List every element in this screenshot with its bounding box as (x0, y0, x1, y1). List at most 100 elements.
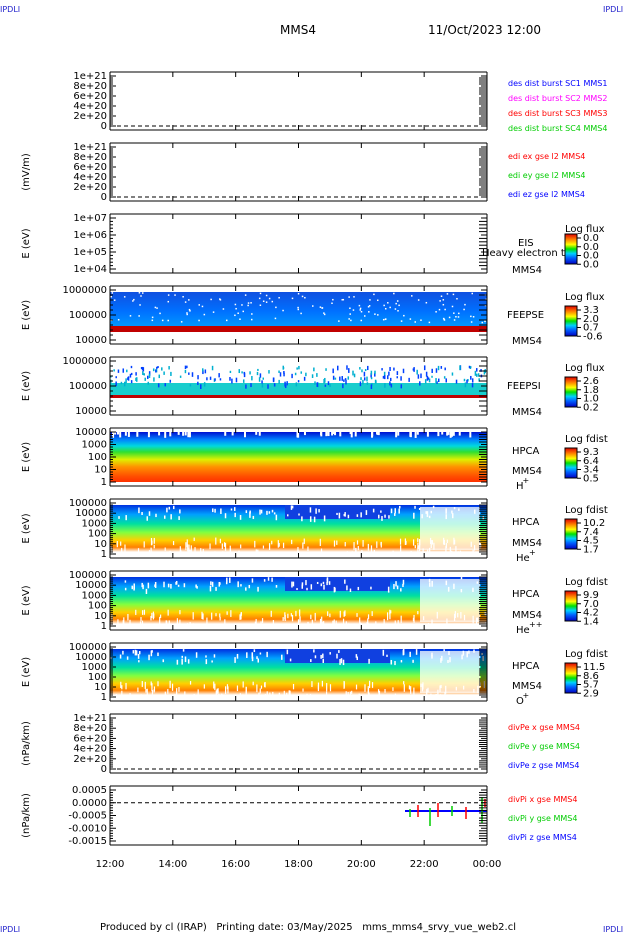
feepsi-speck (294, 372, 297, 376)
y-tick-label: 4e+20 (73, 101, 107, 112)
feepse-speck (349, 307, 351, 309)
feepsi-speck (329, 384, 331, 387)
hpca-he-speck (187, 544, 189, 552)
hpca-he-speck (185, 542, 187, 551)
y-tick-label: 8e+20 (73, 723, 107, 734)
hpca-h-gap (331, 432, 334, 436)
feepse-speck (453, 319, 456, 321)
feepsi-speck (337, 365, 339, 371)
colorbar (564, 447, 578, 479)
feepse-speck (244, 294, 247, 296)
instrument-label: FEEPSI (507, 381, 541, 392)
hpca-o-speck (169, 680, 171, 688)
feepsi-speck (396, 371, 399, 376)
hpca-o-speck (153, 689, 155, 693)
y-tick-label: 1e+21 (73, 713, 107, 724)
feepsi-speck (408, 377, 410, 382)
feepse-speck (250, 318, 253, 321)
feepsi-speck (471, 383, 474, 388)
hpca-he-speck (451, 513, 454, 519)
feepsi-speck (142, 367, 145, 372)
hpca-o-speck (189, 681, 192, 685)
feepsi-speck (113, 369, 115, 372)
species-charge: + (523, 691, 530, 700)
feepsi-speck (206, 377, 208, 381)
hpca-hepp-speck (270, 610, 272, 617)
hpca-o-speck (439, 685, 441, 693)
feepse-speck (440, 295, 443, 297)
y-tick-label: 0.0005 (72, 785, 107, 796)
hpca-o-speck (410, 686, 412, 694)
feepsi-speck (259, 373, 262, 378)
hpca-o-speck (321, 680, 323, 687)
feepse-speck (358, 304, 361, 307)
hpca-he-speck (214, 551, 216, 560)
hpca-hepp-speck (211, 581, 214, 587)
feepsi-speck (435, 378, 437, 383)
hpca-o-speck (462, 650, 465, 656)
hpca-he-speck (430, 553, 432, 559)
y-tick-label: 10000 (75, 335, 107, 346)
hpca-hepp-speck (175, 581, 177, 585)
hpca-he-speck (206, 553, 208, 560)
feepse-speck (485, 298, 488, 301)
spacecraft-label: MMS4 (512, 466, 542, 477)
colorbar (564, 233, 578, 265)
feepsi-speck (431, 368, 433, 373)
hpca-h-gap (395, 432, 398, 438)
y-tick-label: 10 (94, 539, 107, 550)
feepsi-speck (303, 376, 306, 381)
feepse-speck (138, 292, 141, 294)
hpca-hepp-speck (466, 626, 468, 630)
hpca-he-speck (432, 505, 435, 509)
hpca-he-speck (365, 510, 368, 515)
feepse-speck (239, 318, 241, 320)
hpca-hepp-speck (440, 624, 442, 629)
feepse-speck (140, 295, 142, 297)
hpca-he-speck (479, 539, 481, 546)
feepse-speck (364, 315, 366, 317)
hpca-o-speck (251, 657, 254, 662)
hpca-hepp-speck (328, 581, 331, 585)
y-axis-label: (nPa/km) (21, 793, 32, 838)
hpca-hepp-speck (316, 581, 319, 584)
feepsi-low-energy-band (110, 395, 487, 398)
feepse-speck (167, 319, 169, 322)
hpca-hepp-speck (314, 612, 316, 621)
hpca-hepp-speck (135, 609, 137, 615)
legend-entry: divPe z gse MMS4 (508, 761, 579, 770)
spacecraft-label: MMS4 (512, 336, 542, 347)
y-tick-label: 1000 (82, 590, 107, 601)
hpca-hepp-speck (307, 621, 309, 626)
feepsi-speck (427, 377, 430, 380)
feepse-speck (389, 306, 391, 309)
hpca-hepp-speck (257, 586, 259, 592)
feepse-speck (369, 299, 371, 301)
hpca-he-speck (323, 515, 326, 522)
hpca-hepp-speck (282, 625, 284, 631)
hpca-he-speck (453, 507, 456, 510)
hpca-he-speck (418, 507, 421, 510)
hpca-he-speck (266, 510, 268, 515)
hpca-o-speck (153, 686, 156, 692)
hpca-o-speck (151, 683, 153, 692)
colorbar-title: Log fdist (565, 505, 608, 516)
hpca-he-speck (221, 543, 223, 550)
hpca-he-speck (419, 544, 421, 552)
hpca-hepp-speck (431, 619, 433, 625)
feepse-speck (265, 294, 268, 297)
hpca-he-speck (151, 551, 153, 559)
feepse-speck (464, 303, 466, 306)
feepse-speck (274, 317, 277, 320)
y-axis-label: E (eV) (21, 513, 32, 543)
hpca-o-speck (449, 695, 451, 701)
hpca-hepp-speck (311, 619, 313, 625)
feepsi-speck (157, 383, 160, 388)
hpca-o-speck (314, 655, 317, 659)
feepse-speck (156, 307, 158, 309)
hpca-h-gap (169, 432, 172, 437)
feepse-speck (373, 293, 375, 296)
feepsi-speck (475, 368, 478, 372)
feepsi-speck (467, 378, 469, 382)
hpca-he-speck (376, 541, 378, 548)
